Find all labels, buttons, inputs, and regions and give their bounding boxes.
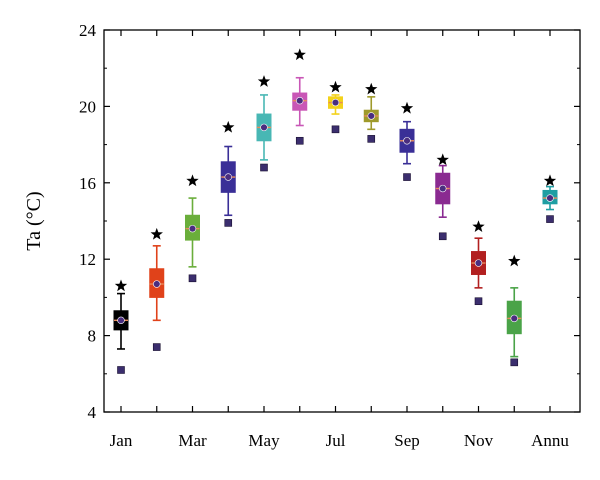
min-marker — [117, 366, 125, 374]
box-jul — [328, 80, 343, 134]
y-tick-label: 12 — [79, 250, 96, 269]
box-jan — [113, 279, 129, 374]
min-marker — [510, 358, 519, 367]
min-marker — [224, 219, 233, 227]
box-sep — [399, 101, 415, 181]
y-tick-label: 8 — [88, 327, 97, 346]
mean-marker — [117, 316, 125, 325]
y-tick-label: 16 — [79, 174, 96, 193]
mean-marker — [331, 98, 340, 107]
max-marker — [114, 279, 128, 292]
mean-marker — [367, 112, 375, 120]
x-tick-label: Nov — [464, 431, 494, 450]
max-marker — [222, 120, 235, 133]
x-axis-ticks: Jan Mar May Jul Sep Nov Annu — [110, 30, 569, 450]
box-series — [113, 48, 558, 374]
box-jun — [292, 48, 308, 145]
mean-marker — [260, 123, 268, 132]
plot-axes — [103, 29, 581, 413]
max-marker — [186, 174, 199, 187]
box-annu — [542, 174, 558, 223]
box-aug — [363, 82, 379, 143]
x-tick-label: Annu — [531, 431, 569, 450]
mean-marker — [546, 194, 554, 202]
min-marker — [474, 297, 483, 306]
x-tick-label: May — [248, 431, 280, 450]
max-marker — [543, 174, 557, 187]
min-marker — [546, 215, 554, 223]
max-marker — [329, 80, 342, 93]
box-nov — [471, 220, 486, 306]
min-marker — [331, 125, 340, 134]
box-feb — [149, 227, 165, 351]
max-marker — [293, 48, 306, 61]
mean-marker — [224, 173, 232, 181]
max-marker — [472, 220, 485, 232]
max-marker — [150, 227, 163, 240]
min-marker — [367, 135, 376, 143]
mean-marker — [510, 314, 518, 323]
max-marker — [436, 153, 449, 166]
min-marker — [260, 163, 268, 172]
y-tick-label: 4 — [88, 403, 97, 422]
mean-marker — [439, 184, 447, 193]
min-marker — [403, 173, 411, 181]
x-tick-label: Jul — [326, 431, 346, 450]
box-may — [256, 75, 272, 172]
mean-marker — [403, 137, 411, 145]
mean-marker — [474, 259, 483, 267]
max-marker — [400, 101, 414, 114]
x-tick-label: Jan — [110, 431, 133, 450]
box-apr — [220, 120, 236, 227]
mean-marker — [188, 224, 197, 233]
max-marker — [365, 82, 378, 95]
y-tick-label: 24 — [79, 21, 97, 40]
box-mar — [185, 174, 200, 283]
y-axis-ticks: 4 8 12 16 20 24 — [79, 21, 580, 422]
max-marker — [257, 75, 271, 87]
plot-frame — [103, 29, 581, 413]
box-oct — [435, 153, 451, 241]
max-marker — [508, 254, 521, 267]
x-tick-label: Mar — [178, 431, 207, 450]
y-tick-label: 20 — [79, 97, 96, 116]
mean-marker — [153, 280, 161, 288]
y-axis-label: Ta (°C) — [23, 191, 45, 250]
box-dec — [506, 254, 522, 367]
min-marker — [188, 274, 197, 283]
mean-marker — [296, 96, 304, 105]
min-marker — [295, 136, 304, 145]
min-marker — [438, 232, 447, 241]
min-marker — [152, 343, 161, 351]
x-tick-label: Sep — [394, 431, 420, 450]
